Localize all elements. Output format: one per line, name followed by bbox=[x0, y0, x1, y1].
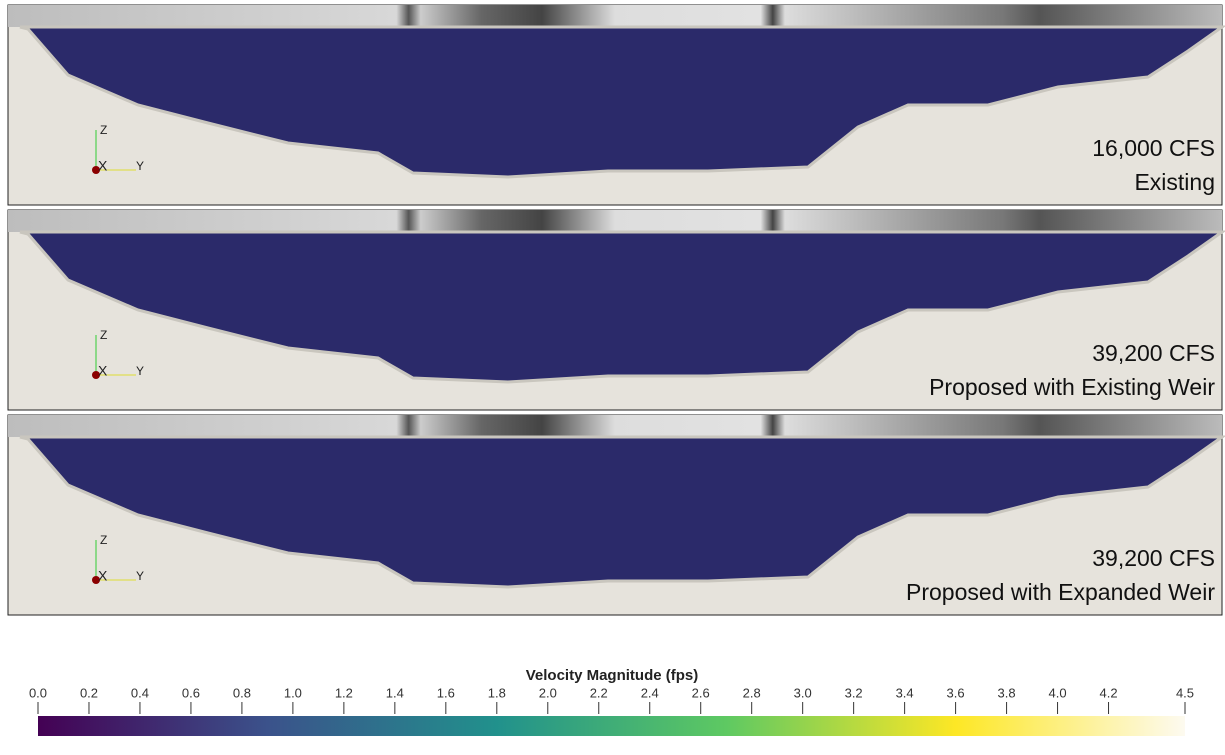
scenario-label: Proposed with Expanded Weir bbox=[906, 579, 1215, 605]
tick-label: 0.8 bbox=[233, 685, 251, 700]
tick-label: 2.0 bbox=[539, 685, 557, 700]
tick-label: 1.0 bbox=[284, 685, 302, 700]
axis-label: Z bbox=[100, 123, 107, 137]
tick-label: 3.6 bbox=[947, 685, 965, 700]
tick-label: 0.2 bbox=[80, 685, 98, 700]
axis-label: Y bbox=[136, 159, 144, 173]
tick-label: 2.6 bbox=[692, 685, 710, 700]
image-strip bbox=[8, 5, 1222, 27]
scenario-label: Proposed with Existing Weir bbox=[929, 374, 1215, 400]
tick-label: 3.2 bbox=[845, 685, 863, 700]
flow-label: 16,000 CFS bbox=[1092, 135, 1215, 161]
axis-label: Z bbox=[100, 533, 107, 547]
panel: Z X Y 39,200 CFS Proposed with Expanded Weir bbox=[7, 414, 1225, 616]
panel: Z X Y 39,200 CFS Proposed with Existing Weir bbox=[7, 209, 1225, 411]
axis-label: Z bbox=[100, 328, 107, 342]
water-surface bbox=[19, 230, 1225, 384]
axis-label: X bbox=[98, 158, 108, 174]
tick-label: 2.4 bbox=[641, 685, 659, 700]
axis-label: X bbox=[98, 363, 108, 379]
tick-label: 0.6 bbox=[182, 685, 200, 700]
tick-label: 2.2 bbox=[590, 685, 608, 700]
tick-label: 3.0 bbox=[794, 685, 812, 700]
tick-label: 2.8 bbox=[743, 685, 761, 700]
tick-label: 3.4 bbox=[896, 685, 914, 700]
flow-label: 39,200 CFS bbox=[1092, 340, 1215, 366]
axis-x bbox=[92, 576, 100, 584]
scenario-label: Existing bbox=[1134, 169, 1215, 195]
axis-label: X bbox=[98, 568, 108, 584]
colorbar bbox=[38, 716, 1185, 736]
axis-label: Y bbox=[136, 364, 144, 378]
image-strip bbox=[8, 210, 1222, 232]
panel: Z X Y 16,000 CFS Existing bbox=[7, 4, 1225, 206]
tick-label: 4.2 bbox=[1099, 685, 1117, 700]
axis-label: Y bbox=[136, 569, 144, 583]
water-surface bbox=[19, 435, 1225, 589]
image-strip bbox=[8, 415, 1222, 437]
flow-label: 39,200 CFS bbox=[1092, 545, 1215, 571]
tick-label: 4.5 bbox=[1176, 685, 1194, 700]
colorbar-title: Velocity Magnitude (fps) bbox=[526, 667, 699, 684]
tick-label: 1.4 bbox=[386, 685, 404, 700]
tick-label: 1.2 bbox=[335, 685, 353, 700]
water-surface bbox=[19, 25, 1225, 179]
axis-x bbox=[92, 371, 100, 379]
tick-label: 3.8 bbox=[998, 685, 1016, 700]
axis-x bbox=[92, 166, 100, 174]
tick-label: 4.0 bbox=[1049, 685, 1067, 700]
tick-label: 0.4 bbox=[131, 685, 149, 700]
tick-label: 1.6 bbox=[437, 685, 455, 700]
tick-label: 0.0 bbox=[29, 685, 47, 700]
tick-label: 1.8 bbox=[488, 685, 506, 700]
